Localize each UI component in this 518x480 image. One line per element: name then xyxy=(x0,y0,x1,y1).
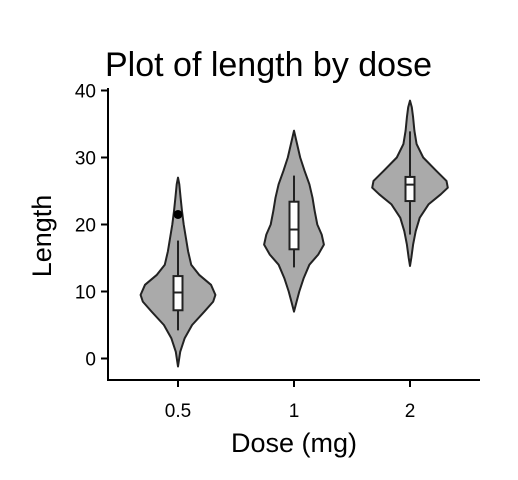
y-axis-title: Length xyxy=(27,195,57,278)
axes-layer: 0 10 20 30 40 0.5 1 2 xyxy=(75,82,480,422)
x-tick-label-2: 2 xyxy=(405,401,416,422)
box-2 xyxy=(404,175,416,203)
y-tick-label-0: 0 xyxy=(85,350,96,371)
box-1 xyxy=(288,200,300,251)
y-tick-label-30: 30 xyxy=(75,149,96,170)
violin-group-0.5 xyxy=(139,176,217,368)
violins-layer xyxy=(139,99,449,368)
y-tick-label-40: 40 xyxy=(75,82,96,103)
violin-group-1 xyxy=(263,129,325,313)
violin-group-2 xyxy=(371,99,449,267)
y-tick-label-20: 20 xyxy=(75,216,96,237)
y-tick-label-10: 10 xyxy=(75,283,96,304)
chart-title: Plot of length by dose xyxy=(105,46,432,84)
outlier-0.5-0 xyxy=(173,209,183,219)
x-tick-label-0.5: 0.5 xyxy=(165,401,191,422)
x-tick-label-1: 1 xyxy=(289,401,300,422)
x-axis-title: Dose (mg) xyxy=(231,428,357,458)
